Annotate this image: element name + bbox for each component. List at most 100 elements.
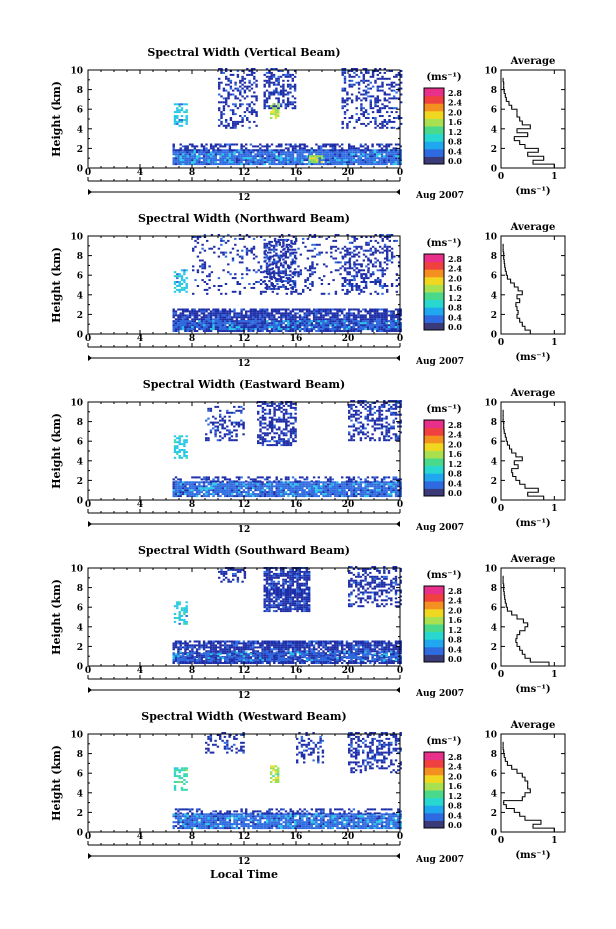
heatmap-cell (179, 161, 182, 164)
heatmap-cell (286, 71, 290, 74)
heatmap-cell (201, 267, 204, 270)
heatmap-cell (362, 122, 365, 125)
heatmap-cell (378, 326, 381, 329)
heatmap-cell (234, 273, 237, 276)
heatmap-cell (240, 308, 243, 311)
heatmap-cell (336, 493, 339, 496)
heatmap-cell (324, 314, 327, 317)
heatmap-cell (173, 449, 177, 451)
heatmap-cell (218, 87, 221, 90)
heatmap-cell (365, 265, 368, 268)
heatmap-cell (172, 159, 175, 162)
heatmap-cell (322, 310, 325, 313)
heatmap-cell (205, 480, 208, 483)
heatmap-cell (301, 318, 304, 321)
heatmap-cell (315, 151, 318, 154)
heatmap-cell (366, 159, 370, 162)
heatmap-cell (374, 105, 377, 108)
heatmap-cell (214, 491, 217, 494)
heatmap-cell (383, 151, 386, 154)
heatmap-cell (289, 159, 292, 162)
heatmap-cell (225, 103, 228, 106)
heatmap-cell (214, 326, 217, 329)
heatmap-cell (198, 153, 201, 156)
heatmap-cell (338, 330, 341, 332)
heatmap-cell (359, 489, 363, 492)
heatmap-cell (343, 113, 347, 116)
heatmap-cell (212, 157, 215, 160)
heatmap-cell (202, 495, 206, 498)
heatmap-cell (172, 328, 175, 331)
heatmap-cell (273, 326, 276, 329)
heatmap-cell (249, 318, 253, 321)
heatmap-cell (253, 111, 256, 114)
heatmap-cell (224, 322, 227, 325)
heatmap-cell (395, 290, 398, 293)
heatmap-cell (305, 495, 309, 498)
heatmap-cell (235, 143, 239, 146)
heatmap-cell (186, 157, 189, 160)
heatmap-cell (233, 320, 236, 323)
heatmap-cell (298, 143, 302, 146)
heatmap-cell (364, 97, 368, 100)
heatmap-cell (272, 276, 276, 279)
heatmap-cell (284, 93, 287, 96)
heatmap-cell (388, 97, 391, 100)
heatmap-cell (225, 124, 228, 127)
heatmap-cell (364, 70, 368, 72)
profile-point (503, 260, 505, 263)
heatmap-cell (172, 330, 175, 332)
heatmap-cell (386, 105, 389, 108)
heatmap-cell (284, 260, 287, 263)
heatmap-cell (263, 244, 266, 247)
heatmap-cell (282, 489, 285, 492)
heatmap-cell (268, 85, 271, 88)
heatmap-cell (364, 147, 367, 150)
heatmap-cell (198, 157, 201, 160)
heatmap-cell (227, 271, 230, 274)
heatmap-cell (252, 151, 255, 154)
heatmap-cell (383, 483, 386, 486)
heatmap-cell (259, 318, 262, 321)
heatmap-cell (222, 253, 225, 256)
heatmap-cell (291, 491, 295, 494)
heatmap-cell (205, 476, 208, 479)
profile-point (516, 307, 518, 310)
heatmap-cell (312, 324, 316, 327)
heatmap-cell (177, 161, 180, 164)
heatmap-cell (383, 105, 386, 108)
heatmap-cell (181, 320, 185, 323)
heatmap-cell (242, 485, 246, 488)
heatmap-cell (311, 265, 314, 268)
heatmap-cell (195, 159, 199, 162)
heatmap-cell (324, 318, 327, 321)
heatmap-cell (394, 308, 398, 311)
heatmap-cell (355, 491, 358, 494)
heatmap-cell (221, 161, 224, 164)
heatmap-cell (374, 283, 377, 285)
heatmap-cell (376, 320, 379, 323)
heatmap-cell (207, 316, 210, 319)
heatmap-cell (296, 485, 299, 488)
heatmap-cell (282, 483, 285, 486)
heatmap-cell (324, 493, 327, 496)
heatmap-cell (394, 153, 398, 156)
heatmap-cell (275, 91, 278, 94)
heatmap-cell (202, 316, 206, 319)
heatmap-cell (238, 159, 241, 162)
heatmap-cell (290, 261, 293, 264)
heatmap-cell (194, 236, 197, 238)
heatmap-cell (235, 491, 239, 494)
heatmap-cell (305, 310, 309, 313)
heatmap-cell (268, 93, 271, 96)
heatmap-cell (231, 157, 234, 160)
heatmap-cell (222, 113, 226, 116)
heatmap-cell (219, 485, 222, 488)
heatmap-cell (277, 260, 280, 263)
heatmap-cell (195, 163, 199, 166)
heatmap-cell (247, 149, 250, 152)
heatmap-cell (294, 478, 297, 481)
heatmap-cell (397, 318, 400, 321)
heatmap-cell (393, 117, 396, 119)
heatmap-cell (378, 261, 382, 264)
